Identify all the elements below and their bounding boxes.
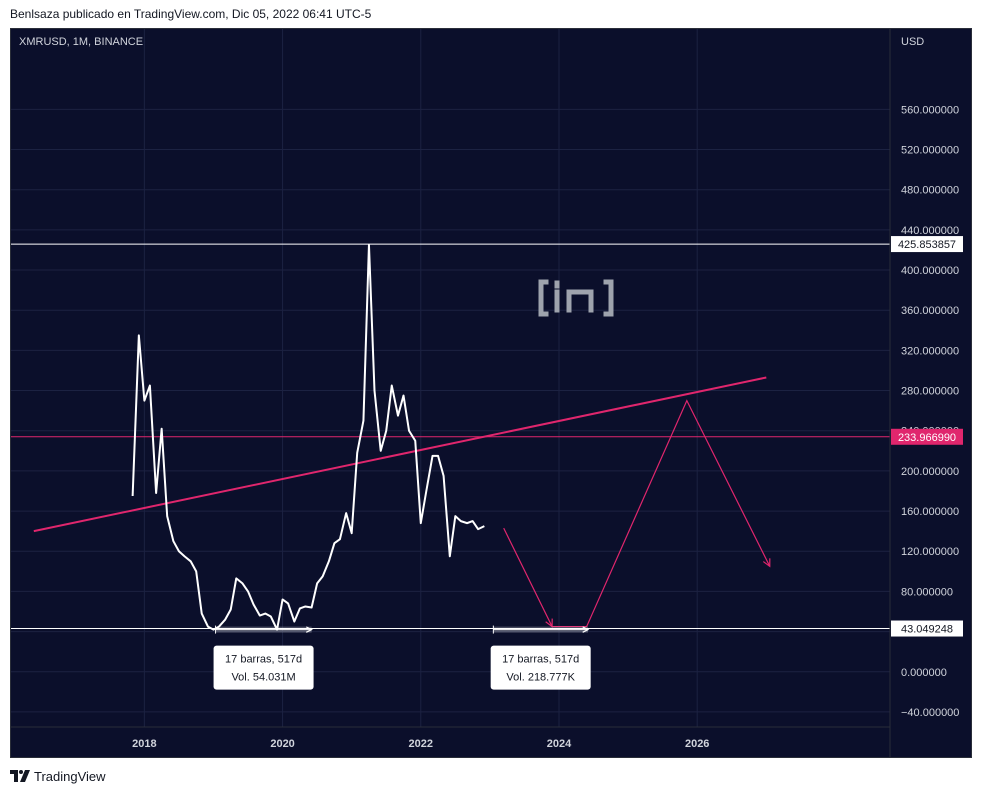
projection-arrowheads	[545, 558, 771, 628]
measurement-volume-text: Vol. 218.777K	[506, 672, 575, 684]
horizontal-levels	[11, 243, 890, 630]
footer-brand: TradingView	[34, 768, 106, 784]
measurement-arrowhead	[305, 626, 313, 633]
y-tick-label: 80.000000	[901, 586, 953, 598]
level-price-badge	[891, 620, 963, 637]
y-tick-label: 200.000000	[901, 466, 959, 478]
y-tick-label: 320.000000	[901, 345, 959, 357]
measurement[interactable]: 17 barras, 517d Vol. 218.777K	[490, 625, 591, 690]
price-axis[interactable]: USD −40.0000000.00000040.00000080.000000…	[889, 29, 963, 757]
level-price-label: 43.049248	[901, 624, 953, 636]
measurement[interactable]: 17 barras, 517d Vol. 54.031M	[213, 625, 314, 690]
x-tick-label: 2026	[685, 738, 709, 750]
projection-arrowhead	[545, 618, 553, 628]
y-tick-label: 280.000000	[901, 386, 959, 398]
level-price-label: 233.966990	[898, 432, 956, 444]
x-tick-label: 2024	[547, 738, 572, 750]
current-price-badge	[891, 428, 963, 445]
x-tick-labels: 2018 2020 2022 2024 2026	[132, 738, 709, 750]
measurement-volume-text: Vol. 54.031M	[231, 672, 295, 684]
measurement-bars-text: 17 barras, 517d	[225, 654, 302, 666]
symbol-label: XMRUSD, 1M, BINANCE	[19, 36, 143, 48]
level-price-badge	[891, 236, 963, 253]
y-tick-label: 120.000000	[901, 546, 959, 558]
x-tick-label: 2020	[270, 738, 294, 750]
beincrypto-logo-icon	[538, 279, 614, 317]
y-tick-label: 160.000000	[901, 506, 959, 518]
y-tick-label: 560.000000	[901, 104, 959, 116]
grid	[11, 29, 890, 727]
trendline[interactable]	[33, 376, 767, 533]
chart-panel[interactable]: 17 barras, 517d Vol. 54.031M 17 barras, 51…	[10, 28, 972, 758]
projection-arrowhead	[762, 558, 771, 568]
price-line	[131, 243, 485, 631]
price-labels: 425.853857 233.966990 43.049248	[891, 236, 963, 637]
projection-path[interactable]	[503, 399, 771, 628]
y-tick-label: 480.000000	[901, 185, 959, 197]
x-tick-label: 2022	[409, 738, 433, 750]
y-tick-label: 360.000000	[901, 305, 959, 317]
measurement-info-box	[490, 645, 591, 690]
measurement-bars-text: 17 barras, 517d	[502, 654, 579, 666]
watermark	[538, 279, 614, 317]
x-tick-label: 2018	[132, 738, 156, 750]
y-tick-label: 400.000000	[901, 265, 959, 277]
tradingview-logo-icon	[10, 770, 30, 782]
y-tick-label: 440.000000	[901, 225, 959, 237]
y-tick-label: 0.000000	[901, 667, 947, 679]
measurement-arrowhead	[582, 626, 590, 633]
currency-label: USD	[901, 36, 924, 48]
level-price-label: 425.853857	[898, 239, 956, 251]
measurement-info-box	[213, 645, 314, 690]
footer: TradingView	[10, 768, 106, 784]
time-axis[interactable]: 2018 2020 2022 2024 2026	[11, 726, 890, 750]
y-tick-label: 520.000000	[901, 145, 959, 157]
chart-header: Benlsaza publicado en TradingView.com, D…	[10, 7, 372, 21]
y-tick-label: −40.000000	[901, 707, 959, 719]
